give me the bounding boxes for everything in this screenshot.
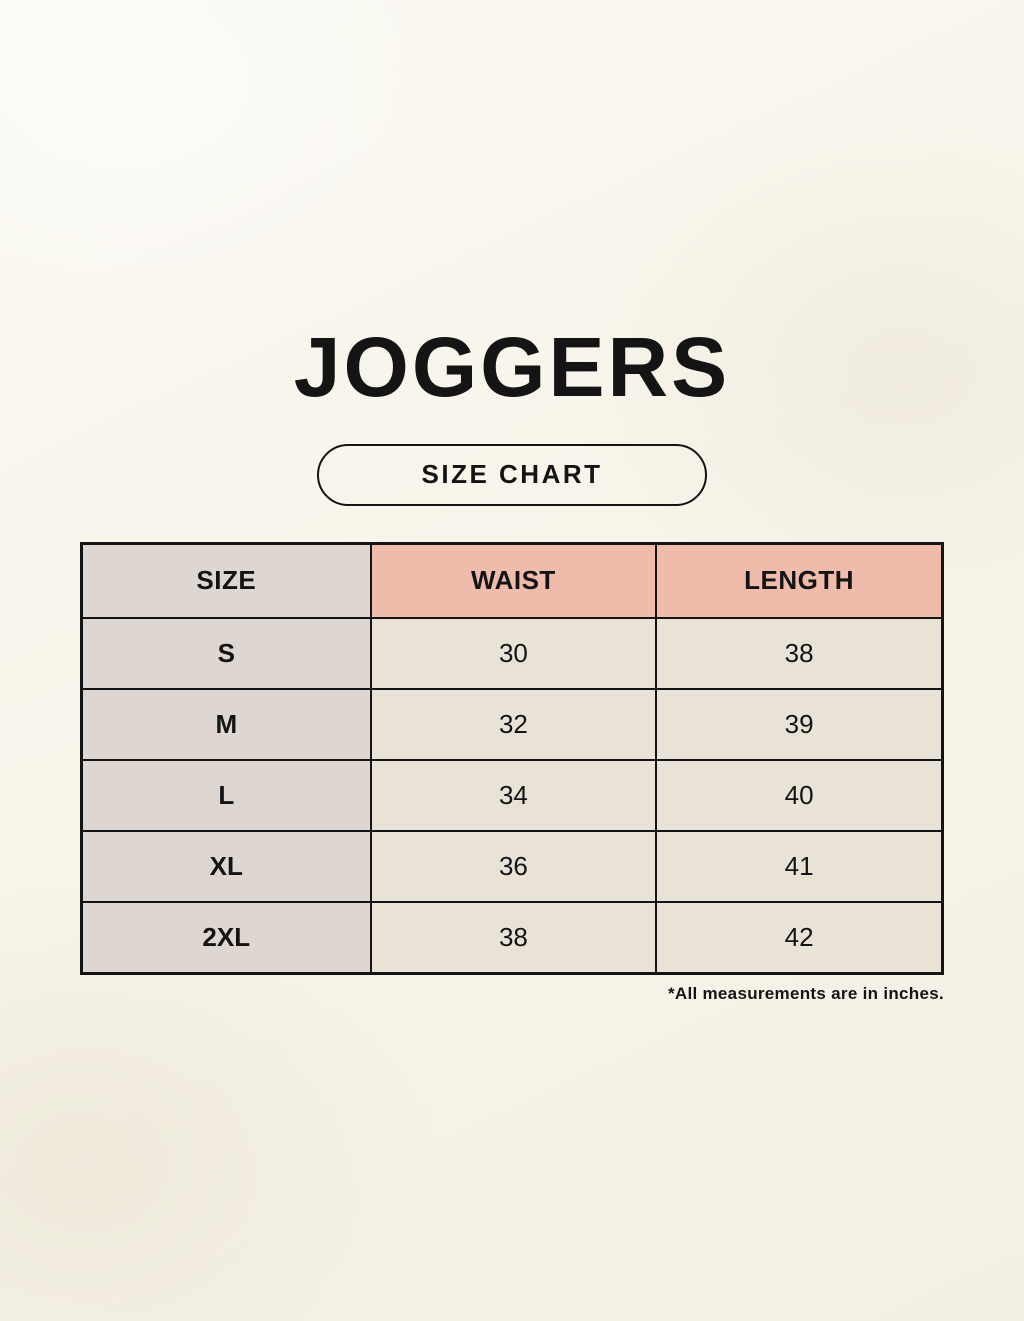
column-header-waist: WAIST xyxy=(371,544,656,617)
size-chart-badge: SIZE CHART xyxy=(317,443,707,506)
waist-cell: 30 xyxy=(371,618,656,688)
waist-cell: 32 xyxy=(371,689,656,759)
column-header-size: SIZE xyxy=(83,544,370,617)
size-cell: XL xyxy=(83,831,370,901)
size-chart-page: JOGGERS SIZE CHART SIZE WAIST LENGTH S 3… xyxy=(80,0,944,1004)
waist-cell: 38 xyxy=(371,902,656,972)
measurements-footnote: *All measurements are in inches. xyxy=(667,983,944,1003)
length-cell: 41 xyxy=(657,831,941,901)
length-cell: 38 xyxy=(657,618,941,688)
length-cell: 40 xyxy=(657,760,941,830)
column-header-length: LENGTH xyxy=(657,544,941,617)
size-cell: S xyxy=(83,618,370,688)
size-chart-badge-label: SIZE CHART xyxy=(421,459,603,490)
length-cell: 42 xyxy=(657,902,941,972)
length-cell: 39 xyxy=(657,689,941,759)
size-table: SIZE WAIST LENGTH S 30 38 M 32 39 L 34 4… xyxy=(80,541,944,975)
size-cell: M xyxy=(83,689,370,759)
waist-cell: 34 xyxy=(371,760,656,830)
size-cell: 2XL xyxy=(83,902,370,972)
size-cell: L xyxy=(83,760,370,830)
waist-cell: 36 xyxy=(371,831,656,901)
page-title: JOGGERS xyxy=(293,320,731,414)
